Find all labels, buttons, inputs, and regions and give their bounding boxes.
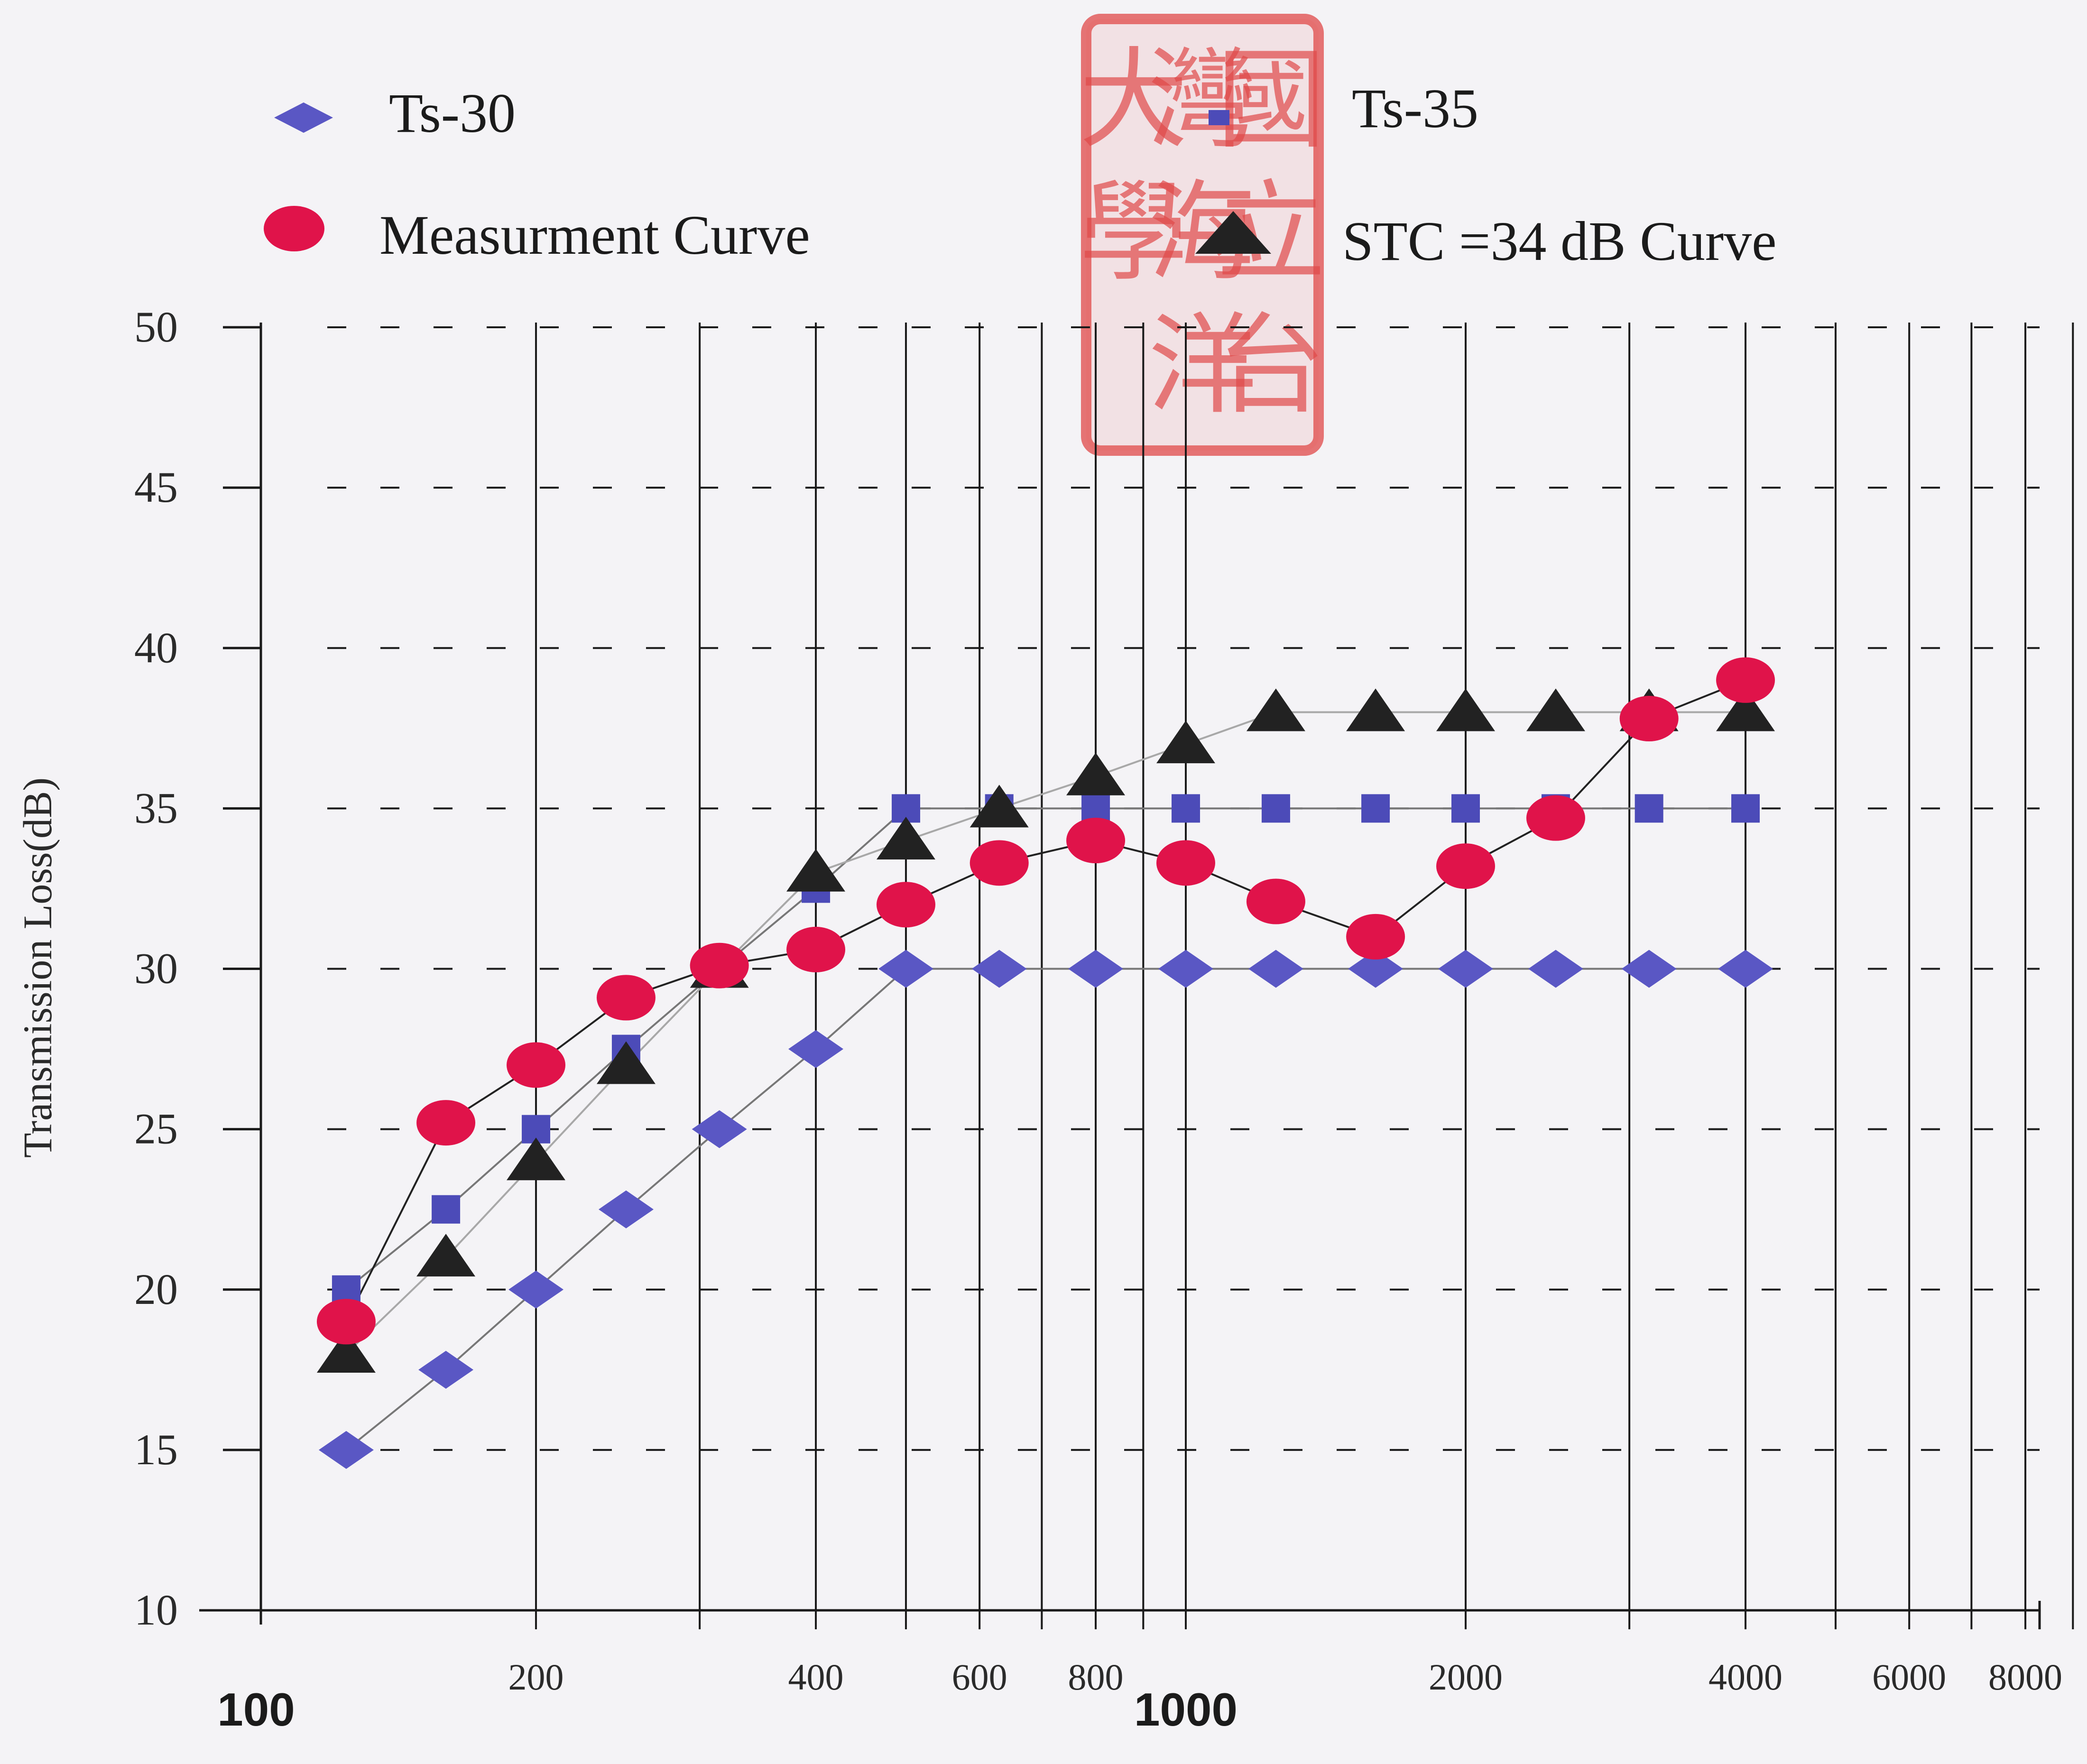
- x-tick-label: 6000: [1872, 1656, 1946, 1698]
- circle-marker: [1246, 878, 1305, 924]
- series-markers: [316, 657, 1775, 1469]
- seal-character: 台: [1217, 303, 1326, 429]
- y-tick-label: 25: [134, 1105, 178, 1153]
- triangle-marker: [970, 785, 1029, 828]
- circle-marker: [970, 840, 1029, 886]
- triangle-marker: [786, 849, 846, 892]
- circle-marker: [690, 942, 749, 988]
- x-tick-label: 2000: [1429, 1656, 1503, 1698]
- triangle-marker: [316, 1330, 376, 1373]
- legend-square-marker: [1209, 110, 1229, 125]
- diamond-marker: [1248, 950, 1303, 988]
- x-tick-label: 400: [788, 1656, 844, 1698]
- square-marker: [1731, 794, 1760, 823]
- circle-marker: [786, 926, 846, 972]
- square-marker: [432, 1195, 461, 1224]
- diamond-marker: [598, 1190, 654, 1228]
- seal-character: 國: [1217, 37, 1326, 164]
- x-tick-label: 800: [1068, 1656, 1124, 1698]
- legend-label: Measurment Curve: [379, 204, 810, 266]
- triangle-marker: [876, 817, 935, 859]
- circle-marker: [1156, 840, 1215, 886]
- square-marker: [1172, 794, 1200, 823]
- diamond-marker: [508, 1270, 564, 1309]
- y-tick-label: 15: [134, 1425, 178, 1474]
- square-marker: [1261, 794, 1290, 823]
- y-tick-label: 10: [134, 1586, 178, 1634]
- diamond-marker: [878, 950, 933, 988]
- series-lines: [345, 679, 1746, 1451]
- diamond-marker: [1438, 950, 1494, 988]
- seal-border: [1081, 14, 1324, 456]
- circle-marker: [1066, 818, 1126, 863]
- y-tick-label: 30: [134, 944, 178, 993]
- circle-marker: [1619, 696, 1679, 742]
- legend-triangle-marker: [1195, 211, 1271, 254]
- circle-marker: [1436, 843, 1496, 889]
- triangle-marker: [1066, 752, 1126, 795]
- diamond-marker: [1068, 950, 1124, 988]
- diamond-marker: [692, 1110, 747, 1148]
- diamond-marker: [788, 1030, 844, 1068]
- seal-character: 大: [1079, 37, 1188, 164]
- circle-marker: [507, 1042, 566, 1088]
- triangle-marker: [507, 1137, 566, 1181]
- circle-marker: [876, 882, 935, 928]
- diamond-marker: [1718, 950, 1773, 988]
- series-line: [345, 968, 1746, 1451]
- y-tick-label: 35: [134, 784, 178, 832]
- series-line: [345, 807, 1746, 1291]
- y-tick-label: 40: [134, 623, 178, 672]
- seal-character: 學: [1079, 170, 1188, 296]
- x-tick-label: 1000: [1134, 1683, 1237, 1736]
- diamond-marker: [971, 950, 1027, 988]
- triangle-marker: [1156, 720, 1215, 764]
- circle-marker: [1346, 914, 1405, 960]
- x-tick-label: 8000: [1988, 1656, 2062, 1698]
- square-marker: [1451, 794, 1480, 823]
- seal-character: 洋: [1148, 303, 1257, 429]
- series-line: [345, 711, 1746, 1355]
- y-tick-label: 50: [134, 303, 178, 351]
- circle-marker: [1526, 795, 1585, 841]
- circle-marker: [416, 1100, 476, 1146]
- legend-diamond-marker: [274, 102, 333, 133]
- seal-character: 灣: [1148, 37, 1257, 164]
- legend: Ts-30 Ts-35 Measurment Curve STC =34 dB Cur…: [264, 77, 1777, 272]
- legend-label: STC =34 dB Curve: [1342, 210, 1777, 272]
- axes: [199, 323, 2041, 1629]
- y-tick-label: 20: [134, 1265, 178, 1313]
- legend-label: Ts-30: [389, 82, 516, 144]
- x-tick-label: 200: [508, 1656, 564, 1698]
- diamond-marker: [1158, 950, 1213, 988]
- triangle-marker: [596, 1041, 656, 1084]
- diamond-marker: [1621, 950, 1677, 988]
- triangle-marker: [1346, 688, 1405, 731]
- square-marker: [1635, 794, 1663, 823]
- diamond-marker: [418, 1350, 474, 1389]
- circle-marker: [316, 1299, 376, 1345]
- triangle-marker: [416, 1234, 476, 1277]
- circle-marker: [1716, 657, 1775, 703]
- diamond-marker: [1348, 950, 1404, 988]
- x-tick-label: 100: [217, 1683, 295, 1736]
- triangle-marker: [1526, 688, 1585, 731]
- y-tick-label: 45: [134, 463, 178, 511]
- square-marker: [1361, 794, 1390, 823]
- legend-circle-marker: [264, 206, 324, 251]
- series-line: [345, 679, 1746, 1322]
- legend-label: Ts-35: [1352, 77, 1478, 139]
- y-axis-title: Transmission Loss(dB): [15, 777, 60, 1158]
- triangle-marker: [1246, 688, 1305, 731]
- diamond-marker: [1528, 950, 1583, 988]
- x-tick-label: 600: [952, 1656, 1007, 1698]
- triangle-marker: [1716, 688, 1775, 731]
- triangle-marker: [1436, 688, 1496, 731]
- circle-marker: [596, 975, 656, 1021]
- x-tick-label: 4000: [1708, 1656, 1782, 1698]
- diamond-marker: [318, 1431, 374, 1469]
